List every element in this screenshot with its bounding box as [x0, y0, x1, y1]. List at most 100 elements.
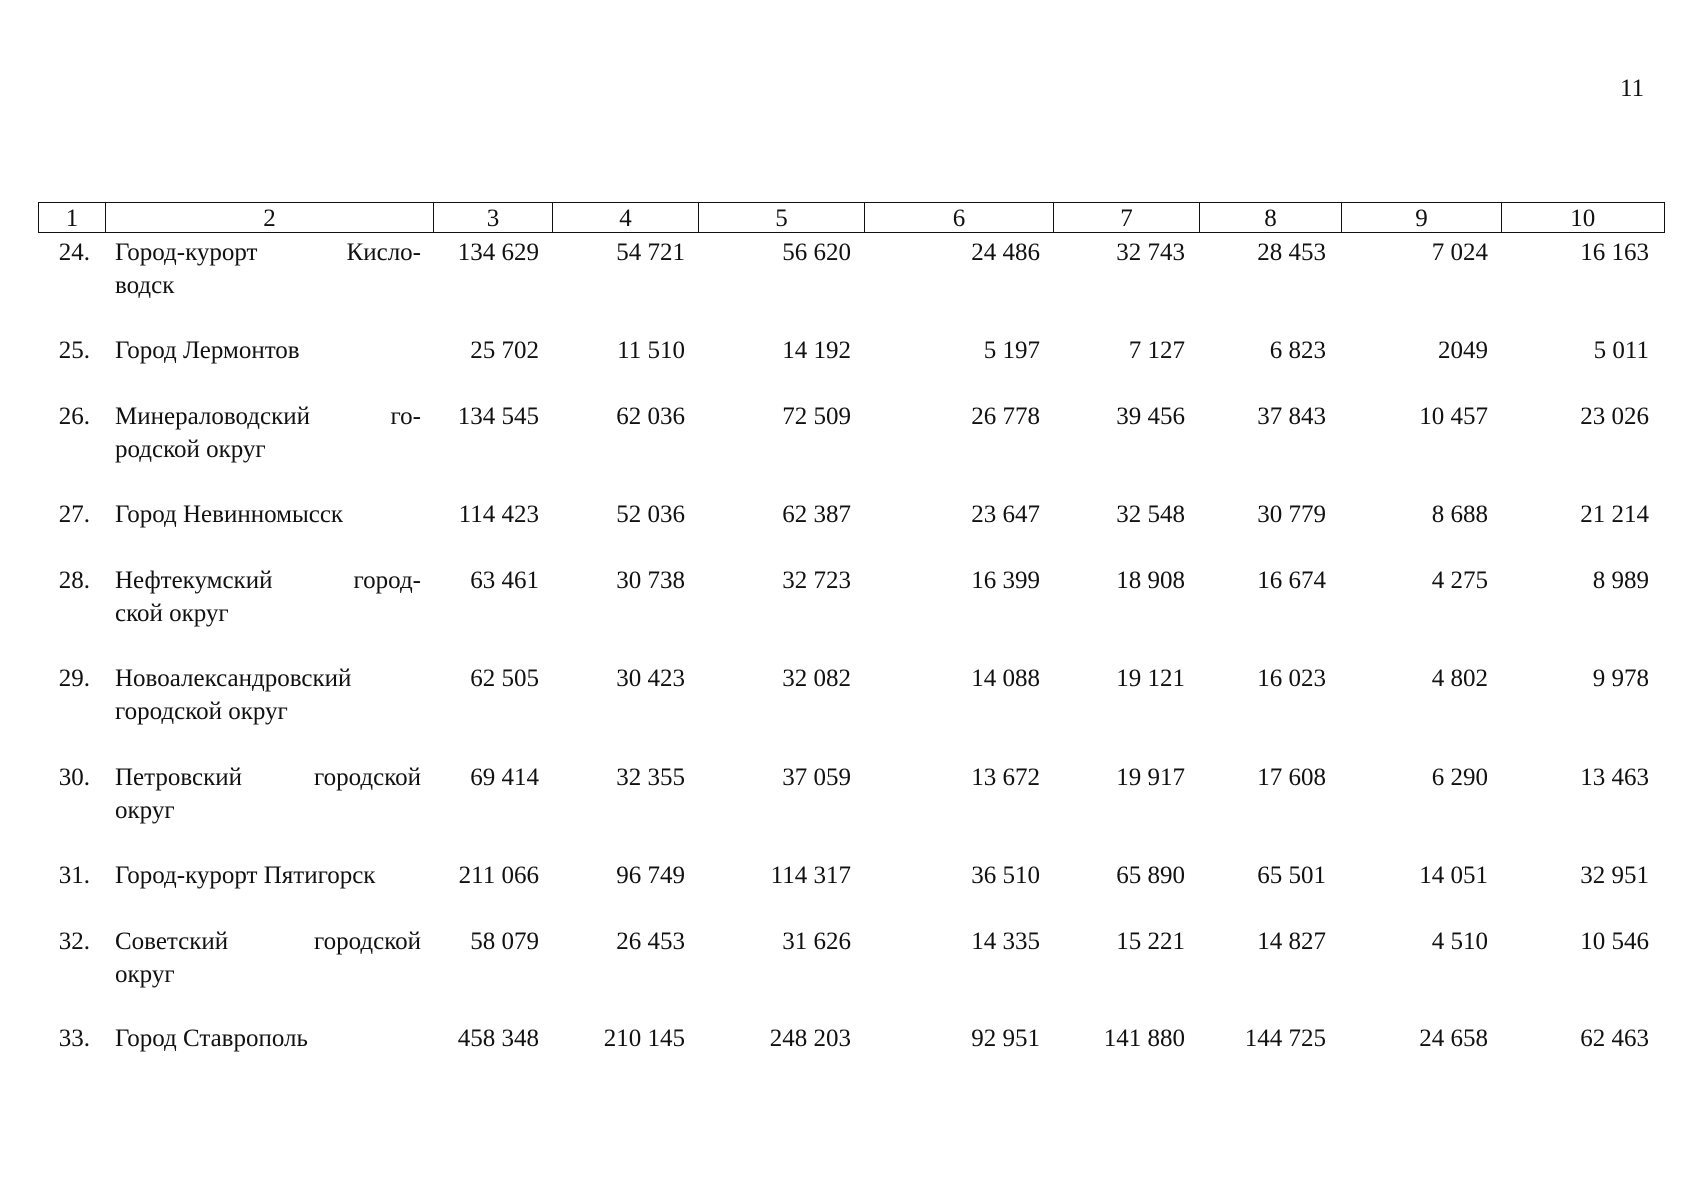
row-number: 24.: [58, 239, 90, 266]
cell-value: 65 890: [1116, 862, 1185, 889]
cell-value: 13 463: [1580, 764, 1649, 791]
cell-value: 114 317: [770, 862, 851, 889]
cell-value: 14 335: [971, 928, 1040, 955]
cell-value: 14 088: [971, 665, 1040, 692]
cell-value: 62 463: [1580, 1025, 1649, 1052]
row-name: Город-курорт Кисло-: [115, 239, 421, 266]
cell-value: 65 501: [1257, 862, 1326, 889]
cell-value: 56 620: [782, 239, 851, 266]
cell-value: 19 917: [1116, 764, 1185, 791]
cell-value: 32 355: [616, 764, 685, 791]
cell-value: 23 647: [971, 501, 1040, 528]
row-number: 26.: [58, 403, 90, 430]
cell-value: 32 723: [782, 567, 851, 594]
cell-value: 10 457: [1419, 403, 1488, 430]
row-name: Город Лермонтов: [115, 337, 300, 364]
row-name: Новоалександровский: [115, 665, 352, 692]
cell-value: 5 011: [1593, 337, 1649, 364]
cell-value: 72 509: [782, 403, 851, 430]
cell-value: 211 066: [458, 862, 539, 889]
cell-value: 4 802: [1431, 665, 1488, 692]
row-name: Город-курорт Пятигорск: [115, 862, 376, 889]
cell-value: 10 546: [1580, 928, 1649, 955]
cell-value: 16 023: [1257, 665, 1326, 692]
cell-value: 6 290: [1431, 764, 1488, 791]
cell-value: 32 082: [782, 665, 851, 692]
cell-value: 5 197: [983, 337, 1040, 364]
cell-value: 134 629: [457, 239, 539, 266]
cell-value: 62 387: [782, 501, 851, 528]
cell-value: 39 456: [1116, 403, 1185, 430]
cell-value: 114 423: [458, 501, 539, 528]
header-cell: 10: [1501, 202, 1665, 233]
cell-value: 144 725: [1244, 1025, 1326, 1052]
cell-value: 24 486: [971, 239, 1040, 266]
header-cell: 5: [698, 202, 864, 233]
row-number: 33.: [58, 1025, 90, 1052]
cell-value: 37 843: [1257, 403, 1326, 430]
cell-value: 30 423: [616, 665, 685, 692]
cell-value: 8 989: [1592, 567, 1649, 594]
cell-value: 7 024: [1431, 239, 1488, 266]
cell-value: 28 453: [1257, 239, 1326, 266]
row-number: 30.: [58, 764, 90, 791]
cell-value: 26 778: [971, 403, 1040, 430]
cell-value: 4 275: [1431, 567, 1488, 594]
row-number: 31.: [58, 862, 90, 889]
cell-value: 62 036: [616, 403, 685, 430]
cell-value: 248 203: [769, 1025, 851, 1052]
cell-value: 16 399: [971, 567, 1040, 594]
cell-value: 19 121: [1116, 665, 1185, 692]
page-number: 11: [1620, 75, 1645, 102]
cell-value: 9 978: [1592, 665, 1649, 692]
header-cell: 8: [1199, 202, 1341, 233]
row-number: 32.: [58, 928, 90, 955]
cell-value: 134 545: [457, 403, 539, 430]
cell-value: 458 348: [457, 1025, 539, 1052]
row-name: родской округ: [115, 436, 266, 463]
row-number: 25.: [58, 337, 90, 364]
cell-value: 32 548: [1116, 501, 1185, 528]
cell-value: 14 827: [1257, 928, 1326, 955]
row-number: 29.: [58, 665, 90, 692]
cell-value: 11 510: [617, 337, 685, 364]
header-cell: 1: [38, 202, 105, 233]
cell-value: 13 672: [971, 764, 1040, 791]
cell-value: 37 059: [782, 764, 851, 791]
row-name: округ: [115, 961, 175, 988]
cell-value: 14 051: [1419, 862, 1488, 889]
row-name: ской округ: [115, 600, 229, 627]
row-name: Город Невинномысск: [115, 501, 344, 528]
cell-value: 8 688: [1431, 501, 1488, 528]
row-name: водск: [115, 272, 175, 299]
cell-value: 26 453: [616, 928, 685, 955]
cell-value: 54 721: [616, 239, 685, 266]
row-name: округ: [115, 797, 175, 824]
header-cell: 3: [433, 202, 552, 233]
cell-value: 14 192: [782, 337, 851, 364]
cell-value: 36 510: [971, 862, 1040, 889]
cell-value: 16 674: [1257, 567, 1326, 594]
cell-value: 32 743: [1116, 239, 1185, 266]
cell-value: 92 951: [971, 1025, 1040, 1052]
row-name: Нефтекумский город-: [115, 567, 421, 594]
row-name: городской округ: [115, 698, 288, 725]
header-cell: 2: [105, 202, 433, 233]
cell-value: 96 749: [616, 862, 685, 889]
cell-value: 21 214: [1580, 501, 1649, 528]
cell-value: 17 608: [1257, 764, 1326, 791]
cell-value: 25 702: [470, 337, 539, 364]
cell-value: 2049: [1438, 337, 1488, 364]
header-cell: 7: [1053, 202, 1199, 233]
cell-value: 141 880: [1103, 1025, 1185, 1052]
row-name: Советский городской: [115, 928, 421, 955]
cell-value: 15 221: [1116, 928, 1185, 955]
row-number: 28.: [58, 567, 90, 594]
cell-value: 69 414: [470, 764, 539, 791]
cell-value: 30 738: [616, 567, 685, 594]
row-name: Петровский городской: [115, 764, 421, 791]
row-name: Минераловодский го-: [115, 403, 421, 430]
cell-value: 52 036: [616, 501, 685, 528]
cell-value: 18 908: [1116, 567, 1185, 594]
